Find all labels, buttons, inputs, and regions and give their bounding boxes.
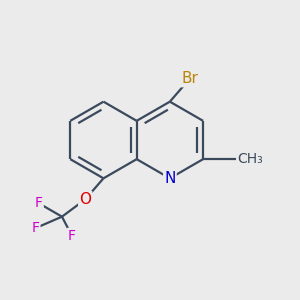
Text: N: N xyxy=(164,171,176,186)
Text: O: O xyxy=(79,192,91,207)
Text: CH₃: CH₃ xyxy=(237,152,263,166)
Text: F: F xyxy=(68,229,76,243)
Text: F: F xyxy=(35,196,43,210)
Text: Br: Br xyxy=(181,71,198,86)
Text: F: F xyxy=(32,221,39,235)
